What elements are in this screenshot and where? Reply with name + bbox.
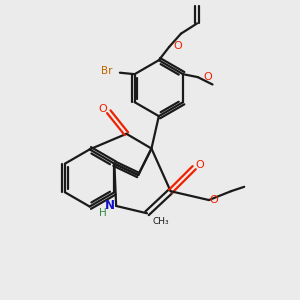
Text: O: O (98, 104, 107, 114)
Text: Br: Br (101, 66, 112, 76)
Text: O: O (195, 160, 204, 170)
Text: O: O (174, 41, 182, 51)
Text: O: O (210, 195, 219, 205)
Text: CH₃: CH₃ (153, 217, 169, 226)
Text: N: N (105, 200, 115, 212)
Text: H: H (99, 208, 107, 218)
Text: O: O (203, 72, 212, 82)
